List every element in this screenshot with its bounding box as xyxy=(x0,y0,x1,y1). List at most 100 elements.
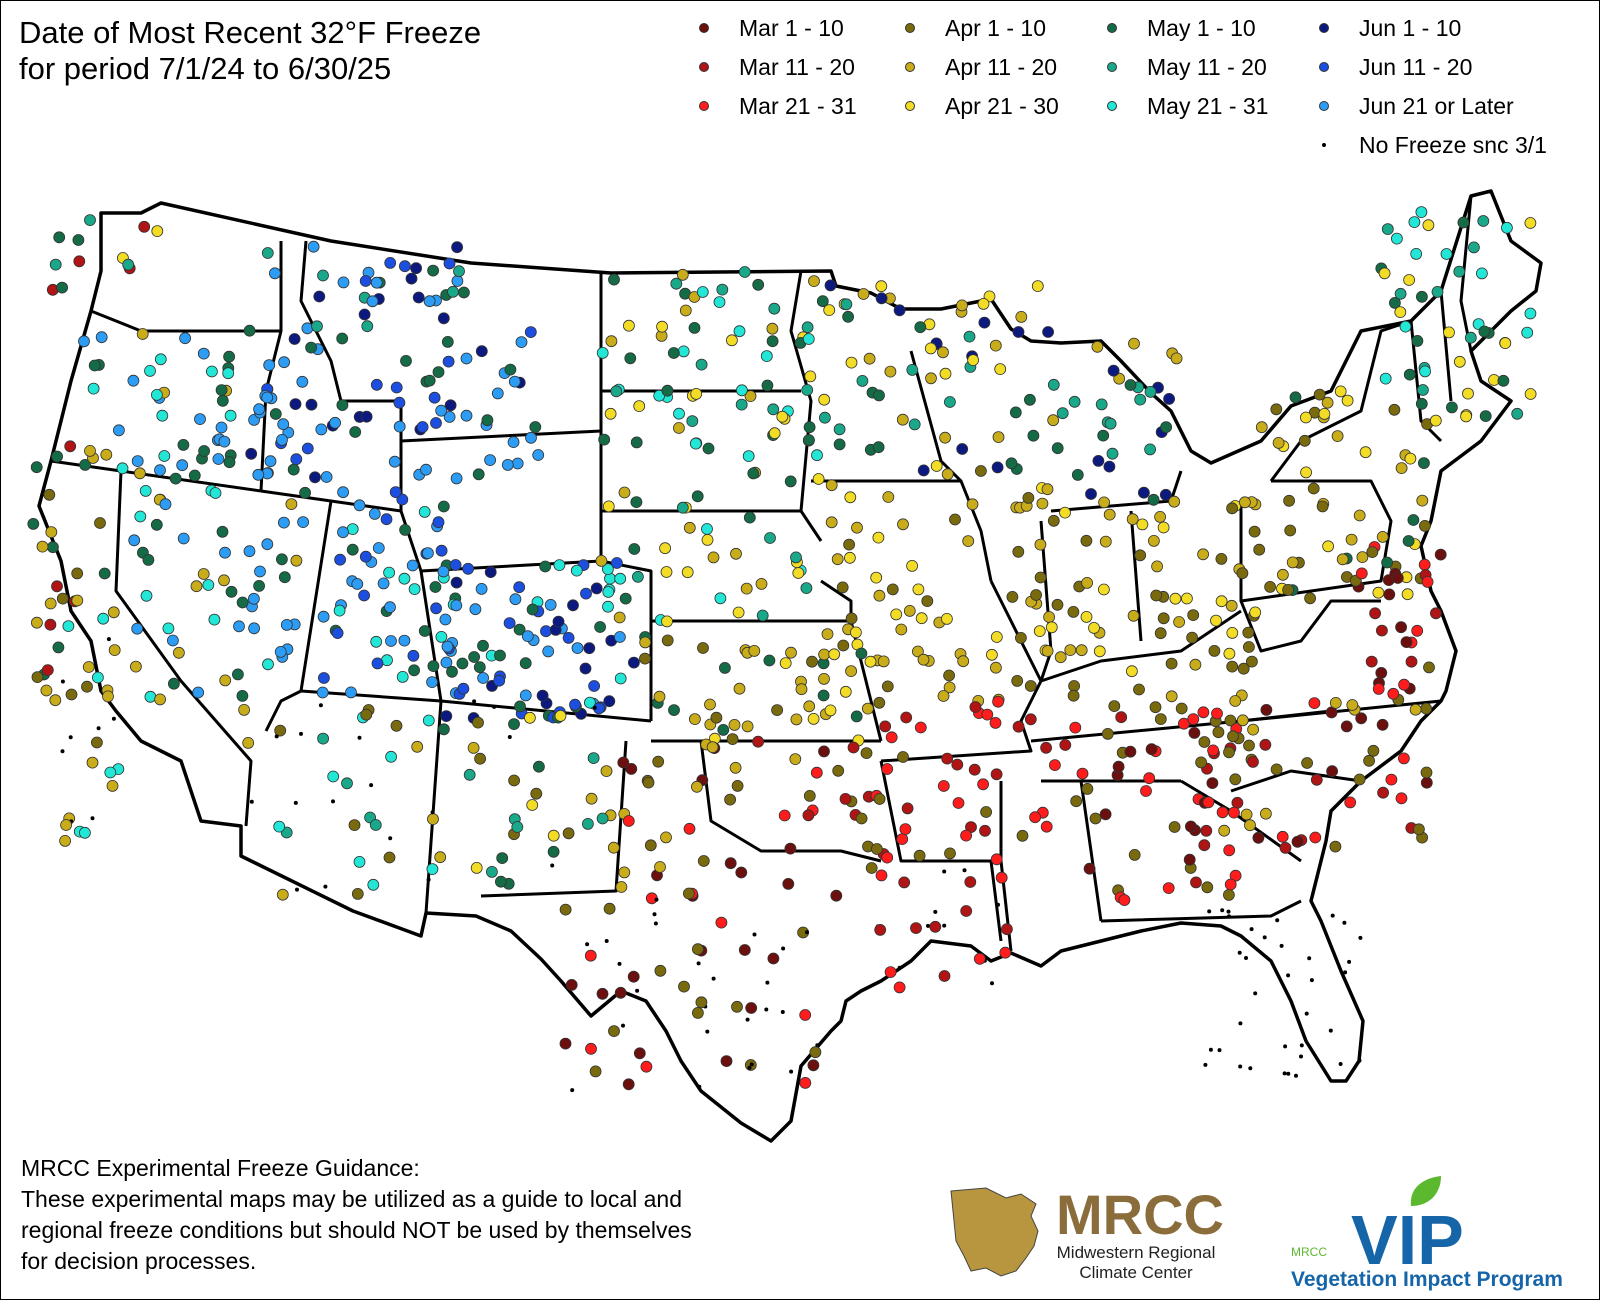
station-marker xyxy=(1395,792,1408,805)
station-marker xyxy=(443,410,456,423)
station-no-freeze xyxy=(1330,913,1335,918)
station-no-freeze xyxy=(752,932,757,937)
station-marker xyxy=(1260,704,1273,716)
station-marker xyxy=(361,320,374,333)
station-marker xyxy=(689,437,702,450)
station-marker xyxy=(1300,411,1312,424)
station-no-freeze xyxy=(962,868,967,873)
station-marker xyxy=(544,599,557,611)
station-marker xyxy=(418,505,431,518)
station-marker xyxy=(659,542,671,555)
station-marker xyxy=(890,608,903,621)
station-marker xyxy=(595,555,608,567)
station-marker xyxy=(313,290,326,303)
station-marker xyxy=(457,682,470,695)
station-marker xyxy=(198,445,211,457)
station-marker xyxy=(399,524,412,536)
station-marker xyxy=(1286,556,1299,569)
station-marker xyxy=(108,644,121,656)
station-marker xyxy=(1012,326,1025,338)
station-marker xyxy=(1511,407,1524,420)
station-marker xyxy=(1047,514,1060,527)
legend-item: Apr 11 - 20 xyxy=(897,50,1057,84)
station-marker xyxy=(450,576,463,589)
station-marker xyxy=(71,567,84,580)
station-marker xyxy=(360,708,373,721)
station-no-freeze xyxy=(60,679,65,684)
station-marker xyxy=(144,690,157,703)
station-marker xyxy=(139,484,152,497)
station-marker xyxy=(882,491,895,503)
station-marker xyxy=(442,355,455,368)
station-marker xyxy=(131,622,144,635)
station-marker xyxy=(944,847,956,860)
legend-marker xyxy=(905,62,915,72)
station-marker xyxy=(225,585,238,598)
station-marker xyxy=(870,571,883,584)
station-marker xyxy=(724,793,736,806)
station-marker xyxy=(1165,657,1178,670)
station-marker xyxy=(831,553,844,566)
station-marker xyxy=(97,612,110,625)
station-marker xyxy=(673,407,685,420)
station-marker xyxy=(1001,923,1013,936)
station-marker xyxy=(714,592,727,605)
station-marker xyxy=(421,547,434,559)
state-border-nm-tx xyxy=(480,740,628,898)
station-marker xyxy=(755,578,768,590)
station-marker xyxy=(423,295,436,308)
station-marker xyxy=(1521,326,1534,339)
station-marker xyxy=(49,694,62,707)
station-marker xyxy=(79,458,91,471)
station-marker xyxy=(562,827,575,840)
station-marker xyxy=(1034,538,1047,551)
station-marker xyxy=(1162,882,1175,894)
station-marker xyxy=(432,516,445,529)
station-marker xyxy=(614,572,627,585)
station-marker xyxy=(744,390,757,403)
station-marker xyxy=(782,878,795,890)
station-marker xyxy=(1331,430,1344,443)
station-marker xyxy=(1108,700,1121,712)
station-marker xyxy=(51,450,63,463)
station-marker xyxy=(245,447,258,460)
station-no-freeze xyxy=(621,1023,625,1028)
station-marker xyxy=(1272,436,1285,449)
station-marker xyxy=(275,553,288,566)
station-marker xyxy=(390,719,403,732)
station-marker xyxy=(1236,567,1249,580)
station-marker xyxy=(840,298,853,311)
state-border-fl-north xyxy=(1100,899,1302,923)
station-marker xyxy=(1249,606,1262,619)
station-marker xyxy=(208,613,221,626)
legend-item: Mar 1 - 10 xyxy=(691,11,844,45)
station-marker xyxy=(706,741,719,754)
station-marker xyxy=(726,733,739,745)
station-no-freeze xyxy=(1237,950,1242,955)
station-marker xyxy=(740,582,753,595)
station-marker xyxy=(875,292,888,305)
station-marker xyxy=(100,448,113,461)
station-marker xyxy=(441,640,454,653)
station-no-freeze xyxy=(654,897,659,902)
station-marker xyxy=(44,618,57,631)
station-marker xyxy=(850,710,863,723)
station-marker xyxy=(1501,221,1513,234)
station-marker xyxy=(348,819,361,831)
station-marker xyxy=(358,589,371,602)
station-marker xyxy=(333,604,346,617)
station-marker xyxy=(1101,728,1114,740)
station-marker xyxy=(1083,862,1096,875)
station-no-freeze xyxy=(1342,920,1347,925)
station-marker xyxy=(824,279,837,292)
state-border-id-mt xyxy=(299,240,403,441)
station-marker xyxy=(1047,414,1060,427)
station-marker xyxy=(584,949,597,962)
state-border-al-ga xyxy=(1079,780,1103,922)
station-marker xyxy=(426,676,439,688)
station-marker xyxy=(921,595,934,607)
station-marker xyxy=(467,742,480,754)
station-marker xyxy=(351,578,364,590)
station-marker xyxy=(653,690,666,703)
station-marker xyxy=(456,657,469,670)
